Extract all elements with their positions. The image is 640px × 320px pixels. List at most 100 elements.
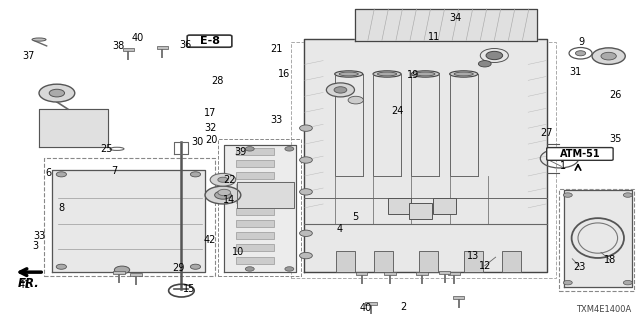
Text: 37: 37 <box>22 52 35 61</box>
Bar <box>433 198 456 214</box>
Circle shape <box>601 52 616 60</box>
Bar <box>236 148 274 155</box>
Text: 7: 7 <box>111 166 118 176</box>
Ellipse shape <box>339 72 358 76</box>
Text: 35: 35 <box>609 134 621 144</box>
Bar <box>236 257 274 264</box>
Bar <box>236 232 274 239</box>
Bar <box>157 46 168 50</box>
Text: 29: 29 <box>172 263 184 273</box>
Circle shape <box>115 266 130 274</box>
Circle shape <box>245 267 254 271</box>
Ellipse shape <box>412 71 440 77</box>
Circle shape <box>623 280 632 285</box>
Circle shape <box>245 147 254 151</box>
Bar <box>236 220 274 227</box>
Bar <box>336 251 355 271</box>
Circle shape <box>300 189 312 195</box>
Text: 2: 2 <box>400 301 406 312</box>
Bar <box>356 271 367 275</box>
Circle shape <box>49 89 65 97</box>
Circle shape <box>205 186 241 204</box>
Bar <box>502 251 521 271</box>
Text: 8: 8 <box>58 203 65 213</box>
Text: 5: 5 <box>352 212 358 222</box>
Polygon shape <box>304 39 547 271</box>
Polygon shape <box>564 190 632 287</box>
Ellipse shape <box>454 72 473 76</box>
Circle shape <box>563 193 572 197</box>
Text: 31: 31 <box>570 68 582 77</box>
Circle shape <box>285 147 294 151</box>
Text: 6: 6 <box>45 168 52 178</box>
Bar <box>439 270 451 274</box>
Bar <box>236 196 274 203</box>
FancyBboxPatch shape <box>547 148 613 160</box>
Text: 26: 26 <box>609 90 621 100</box>
Bar <box>236 184 274 191</box>
Ellipse shape <box>373 71 401 77</box>
Text: 4: 4 <box>336 223 342 234</box>
Text: 28: 28 <box>212 76 224 86</box>
Bar <box>449 271 460 275</box>
Text: 27: 27 <box>540 128 553 138</box>
Text: 33: 33 <box>33 231 45 242</box>
Circle shape <box>190 172 200 177</box>
Bar <box>218 139 301 276</box>
Text: 33: 33 <box>271 115 283 125</box>
Bar <box>464 251 483 271</box>
Circle shape <box>56 172 67 177</box>
Bar <box>236 160 274 167</box>
Text: 19: 19 <box>406 70 419 80</box>
Circle shape <box>623 193 632 197</box>
Circle shape <box>39 84 75 102</box>
Text: 18: 18 <box>604 255 617 265</box>
Text: 40: 40 <box>360 303 372 313</box>
Circle shape <box>575 51 586 56</box>
Ellipse shape <box>32 38 46 41</box>
Bar <box>417 271 428 275</box>
Circle shape <box>348 96 364 104</box>
Text: E-8: E-8 <box>200 36 220 46</box>
Bar <box>236 208 274 215</box>
Text: 22: 22 <box>223 175 236 185</box>
Polygon shape <box>39 109 108 147</box>
Circle shape <box>300 157 312 163</box>
Circle shape <box>300 230 312 236</box>
Text: 39: 39 <box>234 147 246 157</box>
Bar <box>131 273 142 276</box>
Text: 42: 42 <box>204 235 216 245</box>
Circle shape <box>214 191 231 199</box>
Bar <box>236 172 274 179</box>
Bar <box>365 302 377 305</box>
Text: 34: 34 <box>449 13 461 23</box>
Text: 40: 40 <box>132 33 144 43</box>
Circle shape <box>218 189 230 196</box>
Circle shape <box>478 60 491 67</box>
Bar <box>113 270 125 274</box>
Text: 10: 10 <box>232 247 244 257</box>
Bar <box>419 251 438 271</box>
Circle shape <box>285 267 294 271</box>
Ellipse shape <box>335 71 363 77</box>
Text: 30: 30 <box>191 137 204 147</box>
Circle shape <box>300 252 312 259</box>
Circle shape <box>486 51 502 60</box>
Circle shape <box>56 264 67 269</box>
Bar <box>123 48 134 51</box>
Circle shape <box>210 173 236 186</box>
Text: 41: 41 <box>19 280 31 290</box>
Text: 1: 1 <box>559 161 566 172</box>
Bar <box>291 42 556 278</box>
Text: ATM-51: ATM-51 <box>559 149 600 159</box>
Polygon shape <box>52 170 205 271</box>
Polygon shape <box>355 9 537 41</box>
Text: 32: 32 <box>204 123 216 132</box>
Bar <box>374 251 394 271</box>
Text: 14: 14 <box>223 195 236 205</box>
Bar <box>559 189 634 291</box>
Text: 17: 17 <box>204 108 216 118</box>
Polygon shape <box>237 182 294 208</box>
FancyBboxPatch shape <box>187 35 232 47</box>
Text: 12: 12 <box>479 261 491 271</box>
